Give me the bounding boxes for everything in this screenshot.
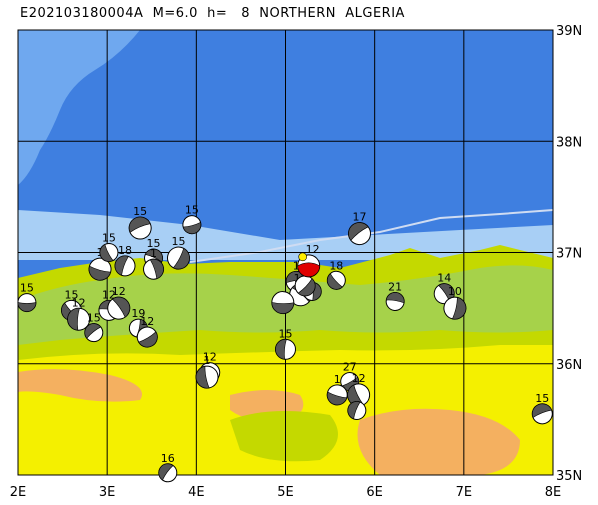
beachball-icon[interactable] [275, 338, 297, 360]
event-depth-label: 15 [65, 288, 79, 301]
event-depth-label: 15 [87, 312, 101, 325]
longitude-label: 3E [99, 485, 116, 500]
land-olive-patch [230, 411, 338, 462]
epicenter-dot [298, 252, 307, 262]
event-depth-label: 15 [185, 204, 199, 217]
beachball-icon[interactable] [194, 364, 220, 390]
event-depth-label: 12 [203, 351, 217, 364]
beachball-icon[interactable] [141, 256, 166, 281]
beachball-icon[interactable] [81, 320, 106, 345]
event-depth-label: 15 [172, 235, 186, 248]
beachball-icon[interactable] [17, 293, 37, 313]
beachball-icon[interactable] [86, 256, 113, 283]
main-event[interactable]: 12 [297, 243, 321, 278]
longitude-label: 6E [366, 485, 383, 500]
event-markers: 1515121512121912115181515115151211611218… [17, 204, 555, 485]
beachball-icon[interactable] [181, 214, 203, 236]
beachball-icon[interactable] [67, 307, 91, 331]
latitude-label: 36N [556, 358, 582, 373]
event-depth-label: 16 [161, 452, 175, 465]
event-depth-label: 14 [437, 272, 451, 285]
main-event-depth-label: 12 [306, 243, 320, 256]
longitude-label: 7E [456, 485, 473, 500]
event-depth-label: 19 [131, 307, 145, 320]
latitude-label: 35N [556, 469, 582, 484]
beachball-icon[interactable] [529, 401, 555, 427]
land-orange-patch [18, 369, 142, 402]
event-depth-label: 17 [353, 211, 367, 224]
beachball-icon[interactable] [324, 268, 349, 293]
event-depth-label: 15 [20, 282, 34, 295]
event-depth-label: 1 [334, 373, 341, 386]
beachball-icon[interactable] [112, 253, 138, 279]
event-depth-label: 21 [388, 280, 402, 293]
beachball-icon[interactable] [164, 243, 194, 273]
event-depth-label: 15 [535, 392, 549, 405]
longitude-label: 5E [277, 485, 294, 500]
latitude-labels: 39N 38N 37N 36N 35N [556, 24, 582, 484]
event-depth-label: 12 [112, 285, 126, 298]
event-depth-label: 1 [293, 259, 300, 272]
grid-lines [18, 30, 553, 475]
beachball-icon[interactable] [271, 291, 295, 315]
map-area [18, 30, 553, 475]
beachball-icon[interactable] [325, 382, 350, 407]
event-depth-label: 27 [343, 361, 357, 374]
latitude-label: 37N [556, 247, 582, 262]
event-depth-label: 1 [204, 354, 211, 367]
event-depth-label: 15 [102, 232, 116, 245]
beachball-icon[interactable] [126, 214, 155, 243]
map-title: E202103180004A M=6.0 h= 8 NORTHERN ALGER… [20, 6, 405, 21]
beachball-icon[interactable] [345, 399, 368, 422]
land-orange-patch [357, 408, 520, 475]
latitude-label: 38N [556, 135, 582, 150]
beachball-icon[interactable] [442, 295, 468, 321]
beachball-icon[interactable] [385, 291, 406, 312]
event-depth-label: 18 [329, 259, 343, 272]
event-depth-label: 15 [279, 327, 293, 340]
beachball-icon[interactable] [134, 323, 161, 350]
event-depth-label: 12 [352, 372, 366, 385]
longitude-label: 2E [10, 485, 27, 500]
event-depth-label: 15 [147, 237, 161, 250]
latitude-label: 39N [556, 24, 582, 39]
longitude-label: 8E [545, 485, 562, 500]
event-depth-label: 12 [140, 315, 154, 328]
event-depth-label: 1 [150, 247, 157, 260]
event-depth-label: 15 [133, 205, 147, 218]
map-frame [17, 29, 554, 476]
event-depth-label: 12 [72, 296, 86, 309]
beachball-icon[interactable] [291, 272, 319, 300]
event-depth-label: 10 [448, 285, 462, 298]
beachball-icon[interactable] [103, 293, 134, 324]
beachball-icon[interactable] [344, 218, 375, 249]
beachball-icon[interactable] [97, 240, 121, 264]
beachball-icon[interactable] [155, 460, 180, 485]
longitude-labels: 2E 3E 4E 5E 6E 7E 8E [10, 485, 562, 500]
shallow-sea-band [18, 210, 553, 260]
event-depth-label: 12 [102, 288, 116, 301]
event-depth-label: 18 [118, 244, 132, 257]
shallow-sea [18, 30, 140, 185]
longitude-label: 4E [188, 485, 205, 500]
